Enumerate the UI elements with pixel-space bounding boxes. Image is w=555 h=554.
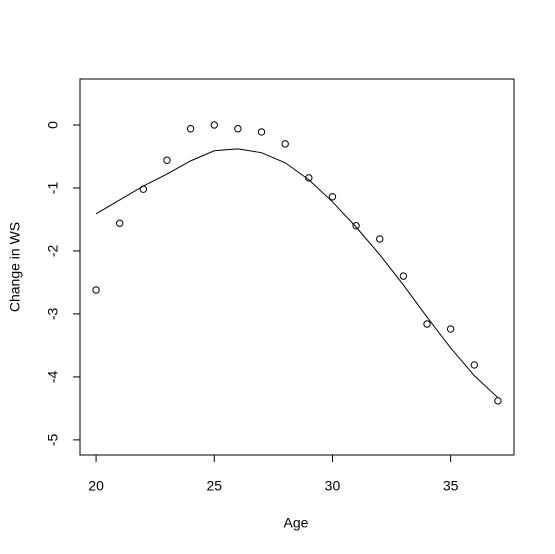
- x-tick-label: 25: [206, 478, 222, 494]
- point: [399, 272, 408, 280]
- point: [116, 219, 124, 227]
- point: [257, 128, 266, 136]
- x-tick-label: 35: [443, 478, 459, 494]
- point: [328, 193, 337, 201]
- point: [352, 222, 360, 230]
- point: [92, 286, 100, 294]
- point: [210, 121, 218, 129]
- point: [446, 325, 455, 333]
- y-tick-label: -2: [45, 245, 61, 258]
- y-tick-label: -1: [45, 182, 61, 195]
- fit-line: [95, 148, 499, 399]
- point: [470, 361, 478, 369]
- x-tick-label: 20: [88, 478, 104, 494]
- x-tick-label: 30: [325, 478, 341, 494]
- x-axis-label: Age: [284, 515, 309, 531]
- y-tick-label: -3: [45, 307, 61, 320]
- y-tick-label: -4: [45, 370, 61, 383]
- point: [234, 125, 242, 133]
- point: [186, 125, 195, 133]
- y-axis-label: Change in WS: [7, 222, 23, 312]
- point: [163, 156, 171, 164]
- point: [423, 320, 431, 328]
- plot-box: [79, 78, 515, 456]
- point: [494, 397, 502, 405]
- y-tick-label: -5: [45, 433, 61, 446]
- y-tick-label: 0: [45, 121, 61, 129]
- point: [376, 235, 384, 243]
- point: [281, 140, 289, 148]
